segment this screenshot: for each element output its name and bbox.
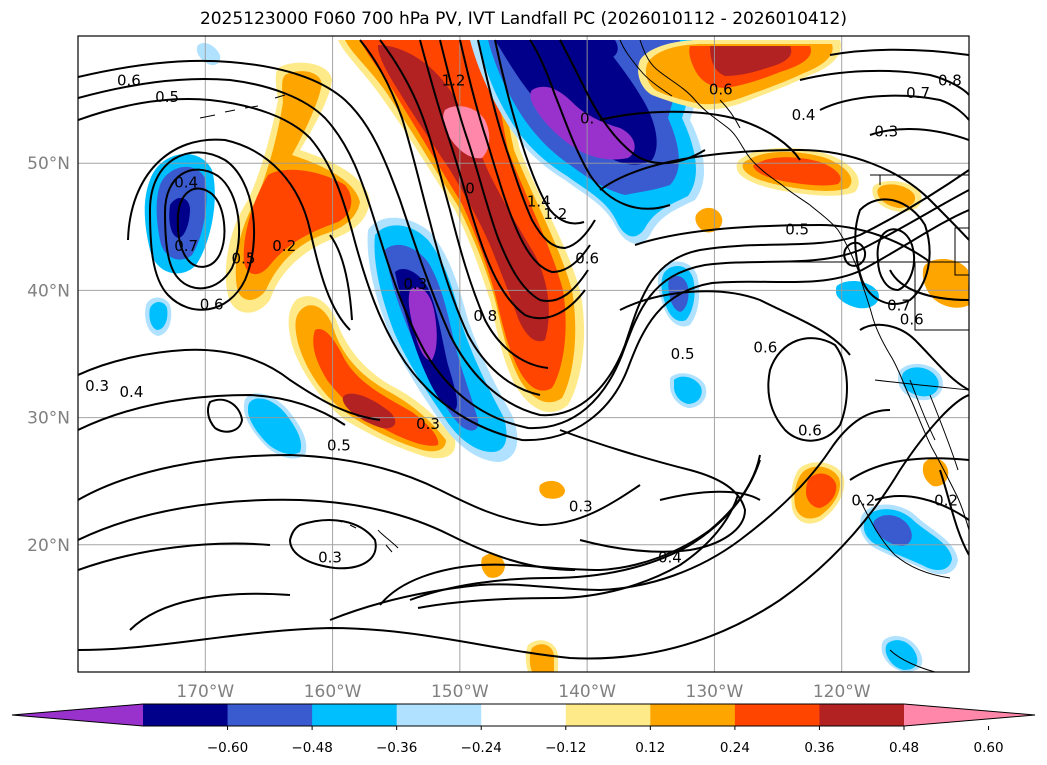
contour-label: 1.4 (527, 192, 551, 210)
colorbar-outline (11, 703, 1036, 727)
colorbar-tick-label: 0.36 (804, 740, 834, 756)
lon-tick-label: 140°W (558, 682, 616, 702)
colorbar-tick-label: −0.48 (291, 740, 332, 756)
contour-label: 0.6 (900, 311, 924, 329)
lon-tick-label: 160°W (304, 682, 362, 702)
contour-label: 0.6 (798, 421, 822, 439)
lon-tick-label: 120°W (813, 682, 871, 702)
latitude-tick-labels: 20°N 30°N 40°N 50°N (27, 154, 70, 556)
contour-label: 0.7 (174, 237, 198, 255)
colorbar-tick-label: 0.60 (974, 740, 1004, 756)
contour-label: 0.3 (874, 122, 898, 140)
contour-label: 0.3 (416, 415, 440, 433)
colorbar-tick-label: −0.24 (461, 740, 502, 756)
lat-tick-label: 40°N (27, 281, 70, 301)
colorbar-tick-label: 0.24 (720, 740, 750, 756)
contour-label: 0.5 (327, 437, 351, 455)
contour-label: 0.6 (709, 80, 733, 98)
colorbar-bin (396, 704, 482, 726)
lon-tick-label: 130°W (686, 682, 744, 702)
contour-label: 0 (465, 180, 475, 198)
colorbar-tick-label: −0.12 (545, 740, 586, 756)
colorbar-bin (650, 704, 736, 726)
colorbar-tick-label: −0.36 (376, 740, 417, 756)
colorbar-bin (312, 704, 398, 726)
contour-label: 0.4 (174, 173, 198, 191)
map-title: 2025123000 F060 700 hPa PV, IVT Landfall… (199, 9, 847, 29)
colorbar-bin (734, 704, 820, 726)
positive-anomaly-ridge (338, 40, 585, 413)
contour-label: 0.5 (671, 345, 695, 363)
contour-label: 0.8 (473, 307, 497, 325)
contour-label: 0.5 (155, 88, 179, 106)
contour-label: 0.4 (792, 106, 816, 124)
contour-label: 0.5 (785, 220, 809, 238)
contour-label: 0.2 (851, 491, 875, 509)
colorbar-tick-label: 0.48 (889, 740, 919, 756)
colorbar-bin (481, 704, 567, 726)
contour-label: 0.5 (232, 250, 256, 268)
lat-tick-label: 30°N (27, 409, 70, 429)
coastlines (199, 39, 969, 672)
contour-label: 0.3 (318, 549, 342, 567)
contour-label: 1.2 (442, 72, 466, 90)
contour-label: 1.2 (543, 205, 567, 223)
contour-label: 0.6 (117, 72, 141, 90)
contour-label: 0. (580, 110, 594, 128)
contour-label: 0.3 (85, 377, 109, 395)
colorbar-bin (565, 704, 651, 726)
contour-label: 0.2 (934, 491, 958, 509)
colorbar: −0.60 −0.48 −0.36 −0.24 −0.12 0.12 0.24 0.36 0.4… (11, 703, 1036, 756)
contour-labels: 0.60.50.40.70.60.50.21.20.300.81.41.20.0… (85, 72, 962, 567)
colorbar-tick-label: 0.12 (635, 740, 665, 756)
contour-label: 0.6 (575, 250, 599, 268)
colorbar-under-extension (12, 704, 143, 726)
contour-label: 0.3 (569, 498, 593, 516)
colorbar-bin (819, 704, 905, 726)
map-frame (77, 35, 970, 673)
pv-contours (78, 39, 969, 660)
lat-tick-label: 50°N (27, 154, 70, 174)
contour-label: 0.3 (403, 275, 427, 293)
negative-anomaly-west (144, 43, 221, 336)
longitude-tick-labels: 170°W 160°W 150°W 140°W 130°W 120°W (176, 682, 870, 702)
contour-label: 0.6 (753, 339, 777, 357)
lat-tick-label: 20°N (27, 536, 70, 556)
positive-anomaly-south (481, 258, 969, 672)
contour-label: 0.7 (887, 297, 911, 315)
contour-label: 0.4 (120, 383, 144, 401)
lon-tick-label: 150°W (431, 682, 489, 702)
contour-label: 0.2 (272, 237, 296, 255)
contour-label: 0.4 (658, 549, 682, 567)
contour-label: 0.8 (938, 72, 962, 90)
contour-label: 0.6 (200, 295, 224, 313)
colorbar-over-extension (904, 704, 1035, 726)
colorbar-bin (227, 704, 313, 726)
positive-anomaly-northeast (638, 40, 922, 233)
colorbar-bin (143, 704, 229, 726)
lon-tick-label: 170°W (176, 682, 234, 702)
contour-label: 0.7 (906, 84, 930, 102)
colorbar-tick-label: −0.60 (207, 740, 248, 756)
